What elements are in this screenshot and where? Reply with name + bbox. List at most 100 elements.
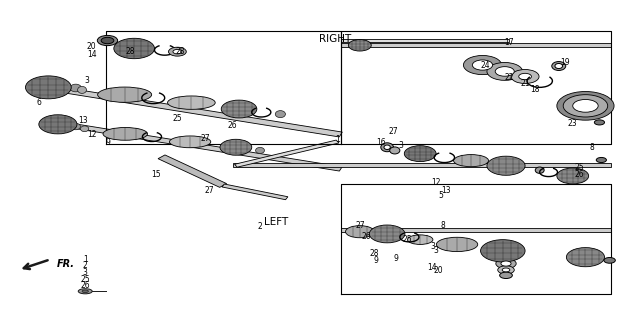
Polygon shape — [233, 163, 611, 167]
Circle shape — [221, 100, 257, 118]
Text: 27: 27 — [389, 127, 398, 136]
Text: 22: 22 — [505, 73, 514, 82]
Text: 25: 25 — [403, 235, 412, 244]
Circle shape — [495, 67, 514, 76]
Text: 26: 26 — [575, 170, 584, 179]
Circle shape — [114, 38, 155, 59]
Circle shape — [557, 168, 589, 184]
Text: 20: 20 — [433, 266, 443, 276]
Ellipse shape — [384, 145, 390, 149]
Text: 8: 8 — [440, 221, 445, 230]
Circle shape — [604, 258, 615, 263]
Polygon shape — [341, 228, 611, 232]
Text: 2: 2 — [257, 222, 262, 231]
Text: 26: 26 — [361, 232, 371, 241]
Circle shape — [464, 55, 501, 75]
Text: 28: 28 — [175, 47, 185, 56]
Text: 13: 13 — [78, 116, 88, 125]
Ellipse shape — [552, 61, 566, 70]
Text: 28: 28 — [125, 47, 135, 56]
Ellipse shape — [275, 111, 285, 118]
Text: 25: 25 — [173, 114, 182, 123]
Circle shape — [487, 156, 525, 175]
Ellipse shape — [381, 143, 394, 152]
Polygon shape — [341, 39, 509, 42]
Circle shape — [573, 100, 598, 112]
Ellipse shape — [169, 136, 211, 148]
Text: 3: 3 — [431, 242, 435, 251]
Text: 14: 14 — [87, 50, 96, 59]
Circle shape — [596, 157, 606, 163]
Text: 6: 6 — [36, 98, 41, 107]
Text: 18: 18 — [530, 85, 540, 94]
Circle shape — [480, 240, 525, 262]
Ellipse shape — [70, 84, 82, 92]
Circle shape — [502, 268, 510, 272]
Text: 1: 1 — [335, 135, 340, 144]
Text: RIGHT: RIGHT — [318, 34, 351, 44]
Ellipse shape — [408, 235, 433, 244]
Text: 12: 12 — [87, 130, 96, 139]
Text: 20: 20 — [87, 42, 96, 52]
Text: 27: 27 — [204, 186, 214, 195]
Text: FR.: FR. — [57, 259, 75, 268]
Text: 3: 3 — [83, 268, 88, 277]
Circle shape — [169, 47, 186, 56]
Polygon shape — [234, 140, 339, 167]
Ellipse shape — [82, 290, 89, 292]
Text: 1: 1 — [83, 255, 88, 264]
Text: 17: 17 — [505, 38, 514, 47]
Ellipse shape — [255, 148, 264, 154]
Circle shape — [39, 115, 77, 134]
Ellipse shape — [535, 167, 544, 173]
Text: 27: 27 — [355, 221, 364, 230]
Text: 13: 13 — [441, 186, 450, 195]
Circle shape — [511, 69, 539, 84]
Circle shape — [220, 139, 252, 155]
Circle shape — [97, 36, 118, 46]
Polygon shape — [341, 44, 611, 47]
Ellipse shape — [555, 63, 562, 68]
Polygon shape — [158, 155, 227, 187]
Ellipse shape — [78, 86, 87, 93]
Circle shape — [566, 248, 605, 267]
Text: 27: 27 — [201, 134, 210, 143]
Circle shape — [472, 60, 492, 70]
Ellipse shape — [345, 226, 374, 238]
Text: 25: 25 — [575, 164, 584, 172]
Circle shape — [404, 146, 436, 162]
Circle shape — [497, 266, 514, 274]
Text: 19: 19 — [561, 58, 570, 67]
Text: 26: 26 — [80, 281, 90, 290]
Circle shape — [519, 73, 531, 80]
Circle shape — [501, 261, 511, 266]
Circle shape — [563, 95, 608, 117]
Text: 23: 23 — [568, 119, 578, 128]
Circle shape — [557, 92, 614, 120]
Ellipse shape — [71, 123, 80, 130]
Ellipse shape — [436, 237, 478, 252]
Text: 21: 21 — [520, 79, 530, 88]
Text: 26: 26 — [228, 121, 238, 130]
Ellipse shape — [97, 87, 152, 102]
Text: 3: 3 — [399, 141, 404, 150]
Circle shape — [173, 50, 182, 54]
Text: 5: 5 — [439, 190, 443, 200]
Ellipse shape — [103, 127, 148, 140]
Text: 9: 9 — [394, 254, 399, 263]
Ellipse shape — [78, 289, 92, 294]
Ellipse shape — [168, 96, 215, 109]
Polygon shape — [222, 184, 288, 200]
Text: 14: 14 — [427, 263, 436, 272]
Text: 2: 2 — [83, 261, 88, 270]
Text: 25: 25 — [80, 275, 90, 284]
Ellipse shape — [80, 126, 89, 132]
Circle shape — [499, 272, 512, 278]
Text: 16: 16 — [376, 138, 385, 147]
Text: 8: 8 — [589, 143, 594, 152]
Text: LEFT: LEFT — [264, 217, 289, 227]
Circle shape — [487, 62, 522, 80]
Ellipse shape — [454, 155, 489, 167]
Text: 24: 24 — [480, 60, 490, 69]
Ellipse shape — [390, 147, 400, 154]
